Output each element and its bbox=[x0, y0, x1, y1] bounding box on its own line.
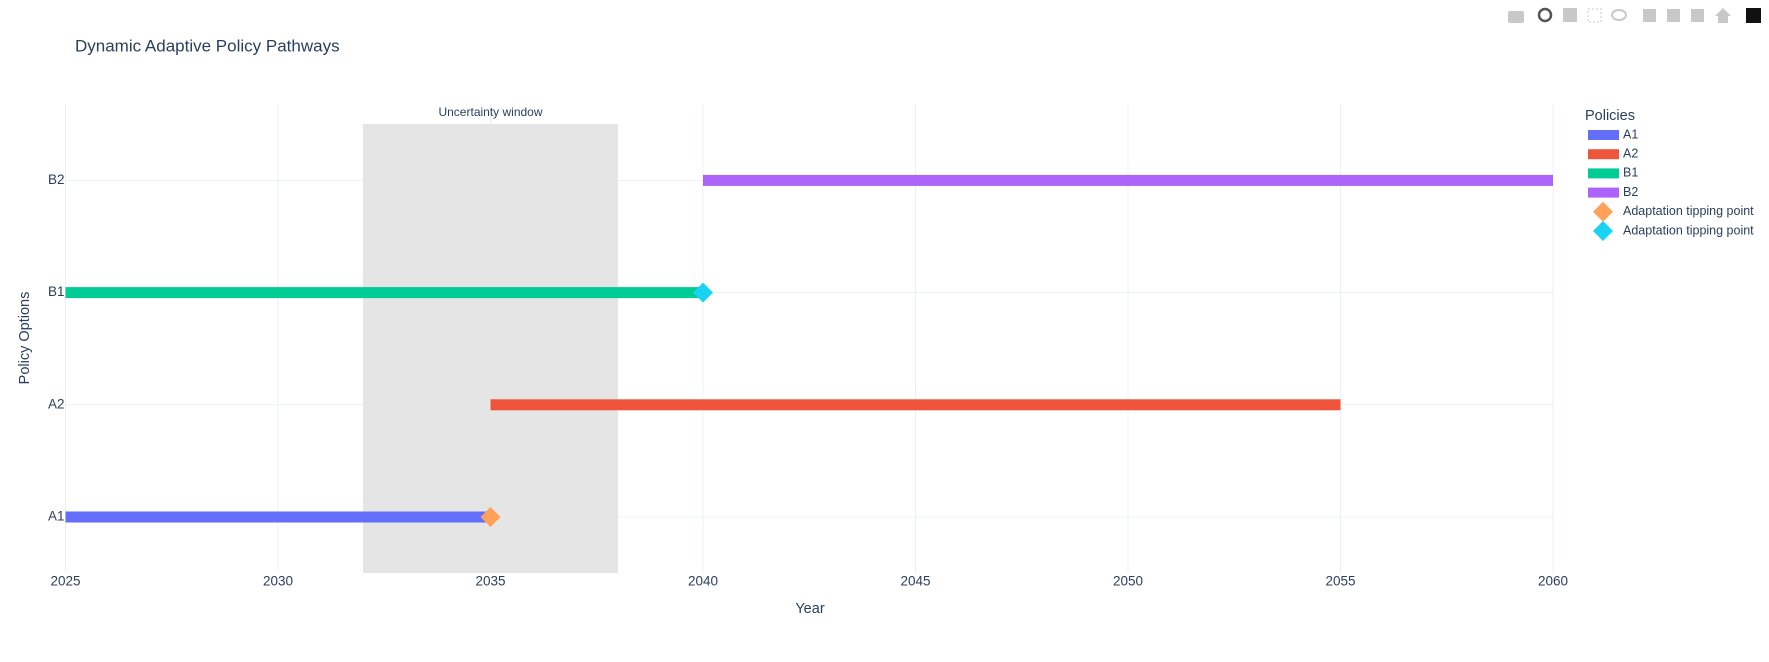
x-tick-label: 2030 bbox=[263, 574, 293, 589]
legend-swatch bbox=[1588, 130, 1619, 140]
legend-swatch bbox=[1588, 187, 1619, 198]
x-tick-label: 2045 bbox=[900, 574, 930, 589]
legend-swatch bbox=[1588, 168, 1619, 179]
legend-label: A1 bbox=[1623, 127, 1638, 141]
legend-swatch bbox=[1593, 201, 1613, 222]
lasso-icon[interactable] bbox=[1611, 9, 1627, 21]
legend-label: B2 bbox=[1623, 185, 1638, 199]
x-tick-label: 2050 bbox=[1113, 574, 1143, 589]
legend-title: Policies bbox=[1585, 108, 1635, 124]
x-axis-title: Year bbox=[795, 601, 824, 617]
bar bbox=[65, 287, 703, 299]
y-axis-title: Policy Options bbox=[17, 292, 33, 385]
bar bbox=[703, 174, 1553, 186]
bar bbox=[490, 399, 1341, 411]
y-tick-label: A2 bbox=[48, 396, 65, 411]
tipping-point bbox=[480, 507, 501, 527]
region-label: Uncertainty window bbox=[438, 105, 542, 119]
x-tick-label: 2055 bbox=[1325, 574, 1355, 589]
x-tick-label: 2040 bbox=[688, 574, 718, 589]
x-tick-label: 2060 bbox=[1538, 574, 1568, 589]
legend-swatch bbox=[1593, 221, 1613, 241]
plot-area bbox=[65, 104, 1554, 573]
legend-label: Adaptation tipping point bbox=[1623, 223, 1754, 237]
x-tick-label: 2025 bbox=[50, 574, 80, 589]
tipping-point bbox=[693, 282, 713, 303]
camera-icon[interactable] bbox=[1508, 11, 1524, 23]
reset-icon[interactable] bbox=[1715, 8, 1731, 23]
autoscale-icon[interactable] bbox=[1691, 9, 1704, 22]
zoom-in-icon[interactable] bbox=[1643, 9, 1656, 22]
chart-title: Dynamic Adaptive Policy Pathways bbox=[75, 36, 340, 55]
shaded-region bbox=[363, 124, 618, 573]
y-tick-label: B2 bbox=[48, 172, 65, 187]
plotly-logo[interactable] bbox=[1746, 8, 1761, 23]
modebar[interactable] bbox=[1508, 7, 1761, 23]
legend-label: A2 bbox=[1623, 146, 1638, 160]
box-select-icon[interactable] bbox=[1587, 8, 1602, 23]
legend-label: Adaptation tipping point bbox=[1623, 204, 1754, 218]
y-tick-label: B1 bbox=[48, 284, 65, 299]
y-tick-label: A1 bbox=[48, 509, 65, 524]
legend-label: B1 bbox=[1623, 166, 1638, 180]
bar bbox=[65, 511, 491, 523]
pan-icon[interactable] bbox=[1563, 8, 1577, 22]
zoom-icon[interactable] bbox=[1537, 7, 1553, 23]
zoom-out-icon[interactable] bbox=[1667, 9, 1680, 22]
x-tick-label: 2035 bbox=[475, 574, 505, 589]
legend-swatch bbox=[1588, 149, 1619, 160]
